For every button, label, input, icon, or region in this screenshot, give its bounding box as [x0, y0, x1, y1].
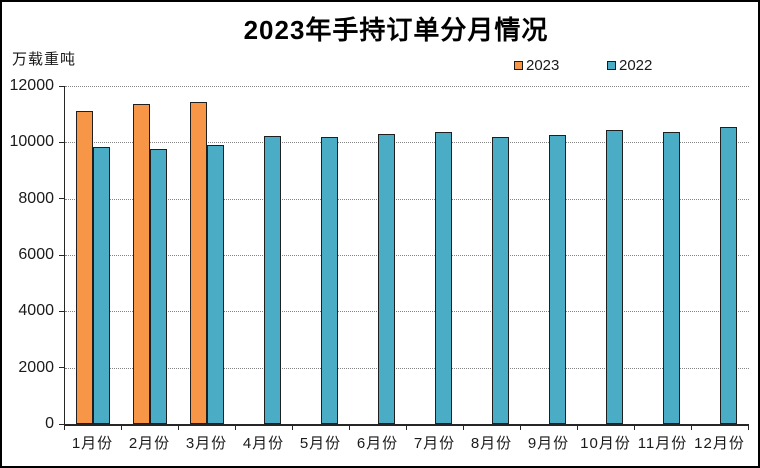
y-axis-tick: [59, 310, 64, 312]
y-axis-tick: [59, 367, 64, 369]
legend-swatch-2022-icon: [607, 61, 616, 70]
gridline-6000: [65, 255, 749, 256]
bar-2022-8月份: [492, 136, 509, 424]
y-axis-label-12000: 12000: [9, 77, 55, 94]
x-axis-tick: [234, 426, 236, 430]
x-axis-label-12月份: 12月份: [694, 435, 745, 452]
x-axis-tick: [348, 426, 350, 430]
bar-2022-9月份: [549, 135, 566, 424]
bar-2022-12月份: [720, 126, 737, 424]
y-axis-label-2000: 2000: [18, 358, 54, 376]
x-axis-label-2月份: 2月份: [128, 435, 171, 452]
x-axis-tick: [177, 426, 179, 430]
x-axis-tick: [405, 426, 407, 430]
bar-2022-4月份: [264, 136, 281, 424]
x-axis-label-11月份: 11月份: [637, 435, 688, 452]
y-axis-label-6000: 6000: [18, 246, 54, 263]
y-axis-label-4000: 4000: [18, 302, 54, 320]
gridline-12000: [65, 86, 749, 87]
y-axis-tick: [59, 85, 64, 87]
bar-2022-6月份: [378, 133, 395, 424]
gridline-4000: [65, 311, 749, 313]
bar-2023-2月份: [133, 104, 150, 424]
x-axis-tick: [633, 426, 635, 430]
bar-2022-10月份: [606, 129, 623, 424]
y-axis-tick: [59, 198, 64, 200]
x-axis-label-7月份: 7月份: [413, 435, 456, 452]
x-axis-tick: [519, 426, 521, 430]
bar-2022-7月份: [435, 131, 452, 424]
x-axis-label-10月份: 10月份: [580, 435, 631, 452]
gridline-10000: [65, 142, 749, 144]
y-axis-unit-label: 万载重吨: [12, 51, 77, 68]
legend-item-2023: 2023: [514, 57, 559, 74]
y-axis-label-10000: 10000: [9, 133, 55, 151]
y-axis-label-0: 0: [45, 415, 54, 432]
gridline-8000: [65, 198, 749, 200]
bar-2023-1月份: [76, 111, 93, 424]
y-axis-tick: [59, 254, 64, 256]
x-axis-label-1月份: 1月份: [71, 435, 114, 452]
chart-title: 2023年手持订单分月情况: [243, 15, 549, 45]
bar-2022-3月份: [207, 145, 224, 424]
x-axis-tick: [576, 426, 578, 430]
legend-swatch-2023-icon: [514, 61, 523, 70]
bar-2022-1月份: [93, 146, 110, 424]
y-axis-tick: [59, 141, 64, 143]
x-axis-label-8月份: 8月份: [470, 435, 513, 452]
bar-2023-3月份: [190, 101, 207, 424]
bar-2022-11月份: [663, 131, 680, 424]
x-axis-label-6月份: 6月份: [356, 435, 399, 452]
y-axis-label-8000: 8000: [18, 189, 54, 207]
plot-area: [64, 86, 749, 426]
x-axis-label-3月份: 3月份: [185, 435, 228, 452]
x-axis-tick: [120, 426, 122, 430]
x-axis-tick: [690, 426, 692, 430]
bar-2022-5月份: [321, 137, 338, 424]
x-axis-tick: [63, 426, 65, 430]
x-axis-label-9月份: 9月份: [527, 435, 570, 452]
legend-label-2023: 2023: [526, 57, 560, 74]
legend-label-2022: 2022: [619, 57, 653, 74]
x-axis-tick: [291, 426, 293, 430]
x-axis-label-4月份: 4月份: [242, 435, 285, 452]
x-axis-tick: [462, 426, 464, 430]
y-axis-tick: [59, 423, 64, 425]
x-axis-label-5月份: 5月份: [299, 435, 342, 452]
gridline-2000: [65, 367, 749, 369]
x-axis-tick: [747, 426, 749, 430]
bar-2022-2月份: [150, 149, 167, 424]
legend-item-2022: 2022: [607, 57, 652, 74]
